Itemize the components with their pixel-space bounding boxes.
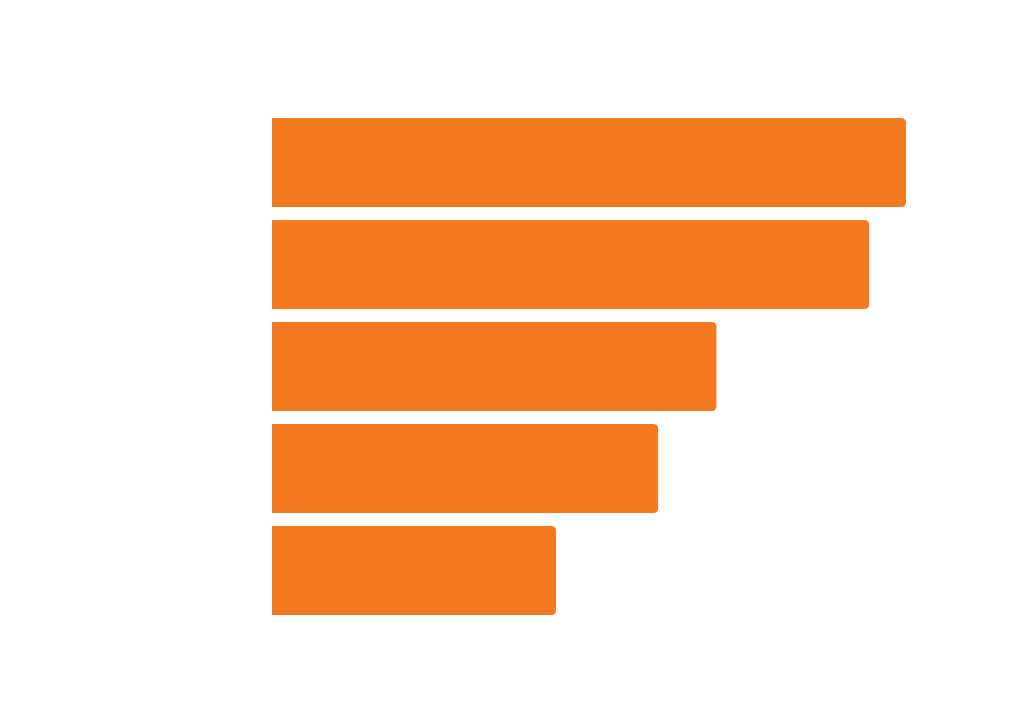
bar-2 bbox=[272, 220, 870, 309]
bar-5 bbox=[272, 526, 557, 615]
bar-1 bbox=[272, 118, 906, 207]
bar-4 bbox=[272, 424, 659, 513]
bars-group bbox=[272, 118, 906, 615]
bar-3 bbox=[272, 322, 717, 411]
